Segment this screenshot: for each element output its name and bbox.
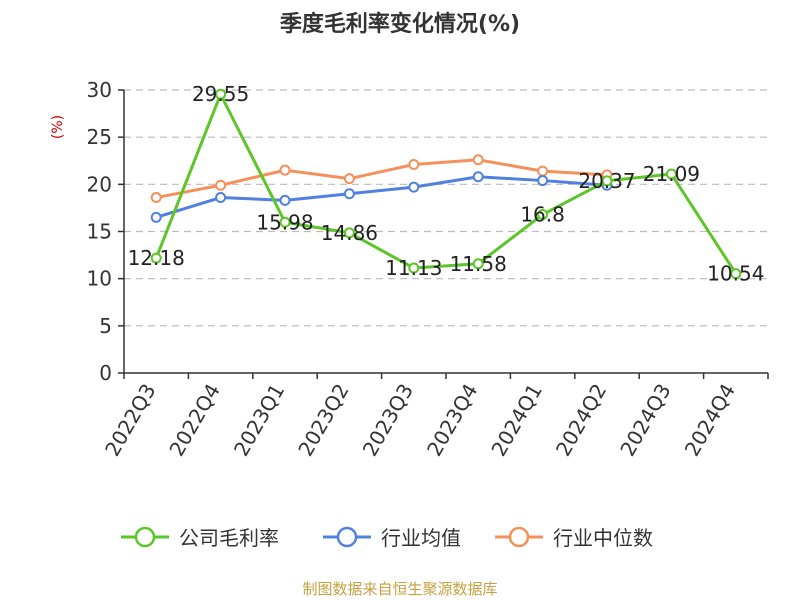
data-point (408, 181, 420, 193)
data-point (343, 227, 355, 239)
data-labels: 12.18 29.55 15.98 14.86 11.13 11.58 16.8 20.37 2… (128, 82, 765, 285)
data-label: 14.86 (321, 221, 378, 245)
grid-lines (124, 89, 768, 327)
y-tick-label: 0 (99, 361, 112, 385)
data-point (215, 179, 227, 191)
data-point (537, 175, 549, 187)
y-tick-label: 5 (99, 314, 112, 338)
legend-marker (336, 526, 358, 548)
legend-label: 行业中位数 (553, 526, 653, 550)
x-tick-label: 2024Q4 (680, 380, 740, 461)
data-point (472, 258, 484, 270)
legend-marker (134, 526, 156, 548)
data-point (665, 168, 677, 180)
data-point (279, 194, 291, 206)
x-tick-label: 2023Q3 (358, 380, 418, 461)
data-label: 16.8 (520, 203, 565, 227)
data-point (537, 165, 549, 177)
data-label: 12.18 (128, 246, 185, 270)
data-point (150, 211, 162, 223)
data-label: 29.55 (192, 82, 249, 106)
series-line (155, 175, 608, 219)
y-tick-label: 20 (87, 172, 112, 196)
data-label: 15.98 (256, 210, 313, 234)
x-tick-label: 2024Q2 (551, 380, 611, 461)
data-point (408, 159, 420, 171)
data-point (150, 252, 162, 264)
x-tick-label: 2023Q4 (422, 380, 482, 461)
data-point (537, 209, 549, 221)
data-point (215, 88, 227, 100)
series-lines (150, 88, 742, 280)
data-point (279, 164, 291, 176)
y-axis-label: (%) (50, 115, 66, 139)
data-point (601, 175, 613, 187)
data-point (279, 216, 291, 228)
y-tick-labels: 0 5 10 15 20 25 30 (87, 78, 112, 385)
series-line (155, 158, 608, 200)
legend-label: 公司毛利率 (179, 526, 279, 550)
data-point (215, 192, 227, 204)
data-point (730, 268, 742, 280)
series-line (154, 92, 738, 275)
data-point (408, 262, 420, 274)
x-tick-label: 2024Q1 (486, 380, 546, 461)
data-label: 20.37 (578, 169, 635, 193)
chart-title: 季度毛利率变化情况(%) (279, 12, 521, 37)
data-point (150, 192, 162, 204)
data-label: 10.54 (707, 262, 764, 286)
legend-marker (508, 526, 530, 548)
x-tick-label: 2022Q3 (100, 380, 160, 461)
x-tick-label: 2023Q1 (229, 380, 289, 461)
data-point (472, 171, 484, 183)
x-tick-label: 2022Q4 (164, 380, 224, 461)
y-tick-label: 30 (87, 78, 112, 102)
data-point (343, 188, 355, 200)
legend-label: 行业均值 (381, 526, 461, 550)
y-tick-label: 10 (87, 267, 112, 291)
data-point (472, 154, 484, 166)
data-label: 11.13 (385, 256, 442, 280)
y-tick-label: 25 (87, 125, 112, 149)
source-footer: 制图数据来自恒生聚源数据库 (302, 580, 498, 598)
x-tick-label: 2024Q3 (615, 380, 675, 461)
y-tick-label: 15 (87, 220, 112, 244)
legend: 公司毛利率 行业均值 行业中位数 (121, 526, 653, 550)
data-label: 21.09 (643, 162, 700, 186)
data-point (343, 173, 355, 185)
x-tick-label: 2023Q2 (293, 380, 353, 461)
axes (118, 89, 769, 379)
data-label: 11.58 (450, 252, 507, 276)
x-tick-labels: 2022Q3 2022Q4 2023Q1 2023Q2 2023Q3 2023Q4 2024… (100, 380, 740, 461)
